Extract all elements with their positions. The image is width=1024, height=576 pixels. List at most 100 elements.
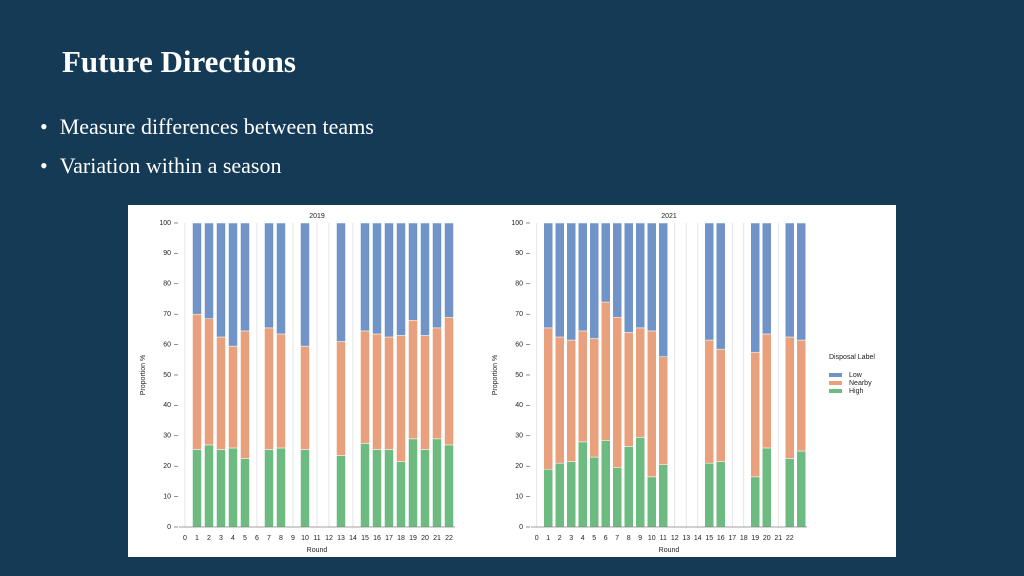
x-tick-label: 4 — [581, 535, 585, 542]
bar-segment — [750, 476, 760, 528]
x-tick-label: 3 — [569, 535, 573, 542]
bar-segment — [240, 222, 250, 332]
x-axis-label: Round — [659, 547, 680, 554]
bar-segment — [612, 316, 622, 468]
bar-segment — [276, 333, 286, 449]
y-tick-label: 60 — [515, 341, 523, 348]
x-tick-label: 7 — [615, 535, 619, 542]
bar-segment — [566, 339, 576, 462]
bar-segment — [336, 222, 346, 342]
bar-segment — [420, 335, 430, 450]
x-tick-label: 6 — [604, 535, 608, 542]
bar-segment — [228, 447, 238, 528]
y-tick-label: 80 — [163, 281, 171, 288]
bar-segment — [762, 447, 772, 528]
bar-segment — [228, 222, 238, 347]
bar-segment — [432, 327, 442, 440]
y-tick-label: 90 — [515, 250, 523, 257]
bar-segment — [647, 476, 657, 528]
bar-segment — [750, 222, 760, 353]
bar-segment — [264, 449, 274, 528]
legend-title: Disposal Label — [829, 354, 875, 361]
chart-title: 2021 — [661, 213, 677, 220]
y-tick-label: 10 — [515, 493, 523, 500]
y-tick-label: 30 — [515, 433, 523, 440]
x-tick-label: 5 — [592, 535, 596, 542]
bar-segment — [658, 356, 668, 465]
bar-segment — [360, 443, 370, 528]
bar-segment — [704, 462, 714, 528]
bar-segment — [635, 327, 645, 438]
x-tick-label: 11 — [313, 535, 320, 542]
x-tick-label: 15 — [361, 535, 369, 542]
y-tick-label: 50 — [515, 372, 523, 379]
bar-segment — [300, 449, 310, 528]
y-tick-label: 40 — [515, 402, 523, 409]
bar-segment — [372, 449, 382, 528]
x-tick-label: 20 — [763, 535, 771, 542]
bar-segment — [372, 222, 382, 335]
y-tick-label: 90 — [163, 250, 171, 257]
x-tick-label: 10 — [301, 535, 309, 542]
x-tick-label: 22 — [445, 535, 453, 542]
x-tick-label: 8 — [627, 535, 631, 542]
bar-segment — [204, 318, 214, 446]
bar-segment — [578, 222, 588, 332]
bar-segment — [601, 440, 611, 528]
x-tick-label: 18 — [397, 535, 405, 542]
y-tick-label: 20 — [515, 463, 523, 470]
bar-segment — [566, 222, 576, 341]
bar-segment — [555, 336, 565, 464]
legend-label: Nearby — [849, 380, 872, 387]
x-tick-label: 21 — [774, 535, 782, 542]
chart-title: 2019 — [309, 213, 325, 220]
bar-segment — [555, 222, 565, 338]
x-axis-label: Round — [307, 547, 328, 554]
y-tick-label: 30 — [163, 433, 171, 440]
x-tick-label: 14 — [349, 535, 357, 542]
x-tick-label: 13 — [337, 535, 345, 542]
bar-segment — [589, 456, 599, 528]
bar-segment — [589, 338, 599, 458]
bar-segment — [589, 222, 599, 339]
bar-segment — [785, 336, 795, 459]
bar-segment — [204, 444, 214, 528]
x-tick-label: 13 — [682, 535, 690, 542]
y-axis-label: Proportion % — [492, 355, 499, 395]
bar-segment — [578, 441, 588, 528]
bar-segment — [216, 222, 226, 338]
bar-segment — [240, 330, 250, 459]
bar-segment — [408, 438, 418, 528]
bar-segment — [192, 222, 202, 315]
bar-segment — [785, 458, 795, 528]
x-tick-label: 15 — [705, 535, 713, 542]
bar-segment — [601, 222, 611, 303]
y-axis-label: Proportion % — [140, 355, 147, 395]
x-tick-label: 5 — [243, 535, 247, 542]
y-tick-label: 60 — [163, 341, 171, 348]
bar-segment — [647, 330, 657, 478]
bar-segment — [228, 345, 238, 449]
x-tick-label: 12 — [325, 535, 333, 542]
x-tick-label: 3 — [219, 535, 223, 542]
bar-segment — [796, 339, 806, 452]
legend-swatch — [829, 381, 842, 385]
bar-segment — [543, 327, 553, 470]
bar-segment — [704, 222, 714, 341]
bar-segment — [704, 339, 714, 464]
x-tick-label: 2 — [207, 535, 211, 542]
y-tick-label: 40 — [163, 402, 171, 409]
y-tick-label: 0 — [519, 524, 523, 531]
bar-segment — [396, 461, 406, 528]
bar-segment — [432, 222, 442, 329]
x-tick-label: 10 — [648, 535, 656, 542]
bar-segment — [624, 332, 634, 447]
y-tick-label: 20 — [163, 463, 171, 470]
bar-segment — [716, 222, 726, 350]
slide-title: Future Directions — [62, 44, 296, 79]
bar-segment — [408, 320, 418, 440]
bar-segment — [420, 449, 430, 528]
bar-segment — [360, 222, 370, 332]
y-tick-label: 70 — [163, 311, 171, 318]
bar-segment — [192, 449, 202, 528]
